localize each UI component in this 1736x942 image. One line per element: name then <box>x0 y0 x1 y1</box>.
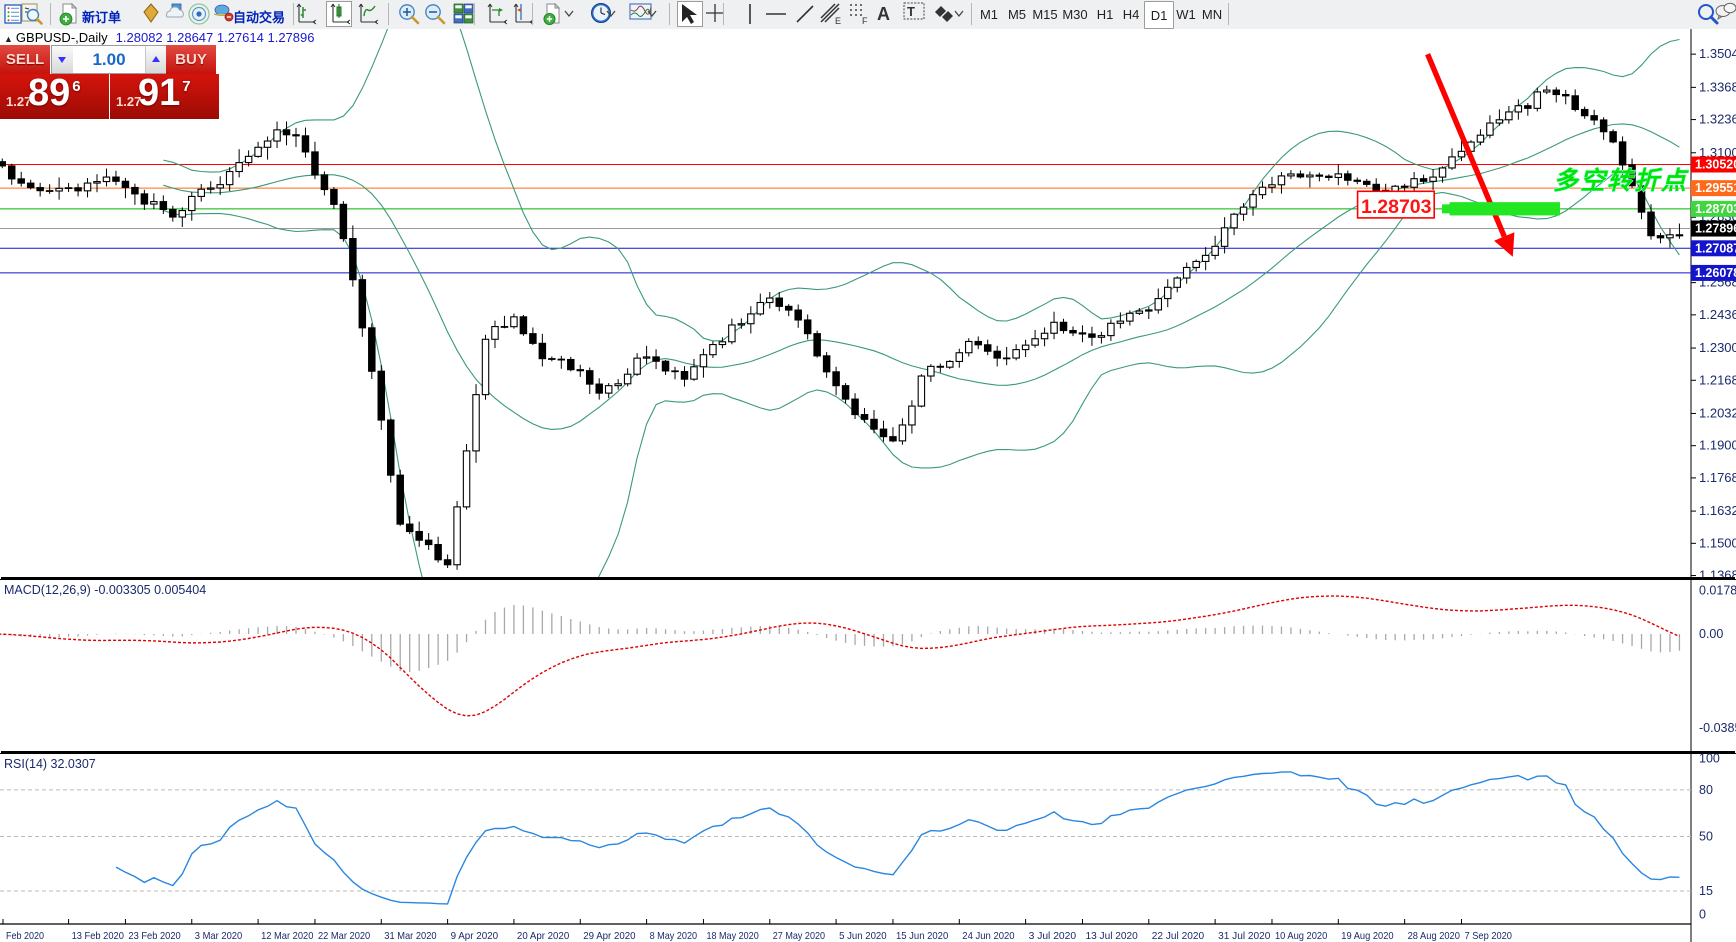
svg-text:1.29551: 1.29551 <box>1695 181 1736 195</box>
svg-text:1.28703: 1.28703 <box>1695 202 1736 216</box>
svg-text:18 May 2020: 18 May 2020 <box>706 931 759 942</box>
svg-text:1.27087: 1.27087 <box>1695 241 1736 255</box>
svg-text:5 Jun 2020: 5 Jun 2020 <box>839 931 887 942</box>
svg-text:31 Mar 2020: 31 Mar 2020 <box>384 931 437 942</box>
svg-text:15: 15 <box>1699 884 1713 898</box>
svg-text:T: T <box>907 4 915 19</box>
svg-text:1.21680: 1.21680 <box>1699 372 1736 387</box>
svg-text:22 Mar 2020: 22 Mar 2020 <box>318 931 371 942</box>
svg-text:1.17680: 1.17680 <box>1699 470 1736 485</box>
svg-text:多空转折点: 多空转折点 <box>1553 167 1689 195</box>
svg-text:1.19000: 1.19000 <box>1699 438 1736 453</box>
svg-text:22 Jul 2020: 22 Jul 2020 <box>1152 931 1205 942</box>
svg-text:MACD(12,26,9) -0.003305 0.0054: MACD(12,26,9) -0.003305 0.005404 <box>4 583 206 597</box>
svg-text:1.20320: 1.20320 <box>1699 405 1736 420</box>
svg-text:A: A <box>877 4 890 24</box>
svg-text:0: 0 <box>1699 907 1706 921</box>
svg-text:28 Aug 2020: 28 Aug 2020 <box>1408 931 1461 942</box>
svg-text:1.15000: 1.15000 <box>1699 535 1736 550</box>
svg-text:50: 50 <box>1699 830 1713 844</box>
svg-text:13 Jul 2020: 13 Jul 2020 <box>1085 931 1138 942</box>
svg-text:29 Apr 2020: 29 Apr 2020 <box>583 931 636 942</box>
svg-text:1.26078: 1.26078 <box>1695 266 1736 280</box>
svg-text:1.24360: 1.24360 <box>1699 307 1736 322</box>
svg-text:27 May 2020: 27 May 2020 <box>773 931 826 942</box>
svg-text:RSI(14) 32.0307: RSI(14) 32.0307 <box>4 757 96 771</box>
svg-text:20 Apr 2020: 20 Apr 2020 <box>517 931 570 942</box>
svg-text:13 Feb 2020: 13 Feb 2020 <box>72 931 125 942</box>
svg-text:3 Mar 2020: 3 Mar 2020 <box>195 931 243 942</box>
svg-text:F: F <box>862 16 868 26</box>
svg-text:0.017833: 0.017833 <box>1699 584 1736 598</box>
svg-text:8 May 2020: 8 May 2020 <box>650 931 698 942</box>
svg-text:1.32360: 1.32360 <box>1699 112 1736 127</box>
svg-text:E: E <box>835 16 841 26</box>
svg-text:1.28703: 1.28703 <box>1361 196 1432 218</box>
svg-text:1.13680: 1.13680 <box>1699 568 1736 578</box>
svg-text:1.27896: 1.27896 <box>1695 222 1736 236</box>
svg-text:12 Mar 2020: 12 Mar 2020 <box>261 931 314 942</box>
svg-text:-0.038559: -0.038559 <box>1699 721 1736 735</box>
svg-text:1.33680: 1.33680 <box>1699 79 1736 94</box>
svg-text:23 Feb 2020: 23 Feb 2020 <box>128 931 181 942</box>
svg-text:3 Jul 2020: 3 Jul 2020 <box>1029 931 1077 942</box>
svg-text:9 Apr 2020: 9 Apr 2020 <box>451 931 499 942</box>
svg-text:1.16320: 1.16320 <box>1699 503 1736 518</box>
svg-text:1.23000: 1.23000 <box>1699 340 1736 355</box>
svg-text:80: 80 <box>1699 783 1713 797</box>
svg-text:10 Aug 2020: 10 Aug 2020 <box>1275 931 1328 942</box>
svg-text:1.35040: 1.35040 <box>1699 46 1736 61</box>
svg-text:1.30520: 1.30520 <box>1695 157 1736 171</box>
svg-text:19 Aug 2020: 19 Aug 2020 <box>1341 931 1394 942</box>
svg-text:31 Jul 2020: 31 Jul 2020 <box>1218 931 1271 942</box>
svg-text:0.00: 0.00 <box>1699 627 1723 641</box>
svg-text:24 Jun 2020: 24 Jun 2020 <box>962 931 1015 942</box>
svg-text:15 Jun 2020: 15 Jun 2020 <box>896 931 949 942</box>
svg-text:Feb 2020: Feb 2020 <box>6 931 44 942</box>
svg-text:100: 100 <box>1699 752 1720 766</box>
svg-text:7 Sep 2020: 7 Sep 2020 <box>1464 931 1512 942</box>
